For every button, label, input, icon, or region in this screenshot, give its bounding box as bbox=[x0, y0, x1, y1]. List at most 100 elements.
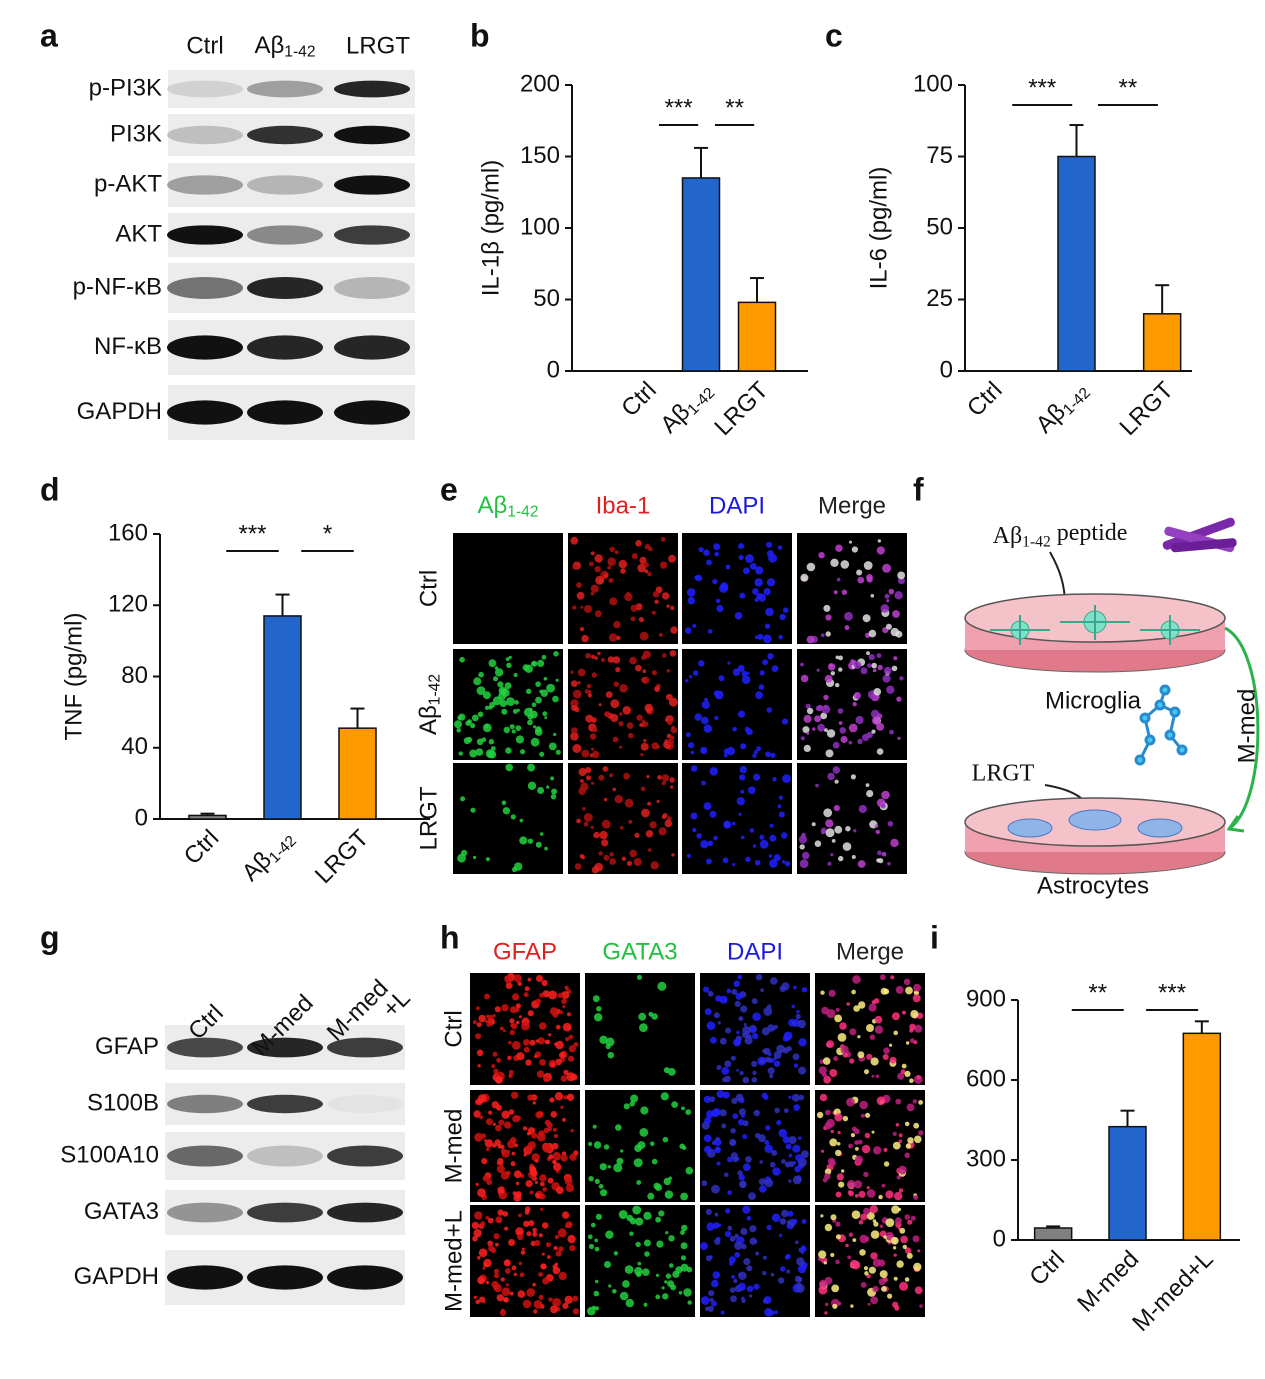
cell-signal bbox=[532, 1231, 538, 1237]
cell-signal bbox=[734, 1241, 743, 1250]
cell-signal bbox=[894, 1217, 902, 1225]
cell-signal bbox=[902, 1244, 907, 1250]
cell-signal bbox=[576, 818, 581, 824]
cell-signal bbox=[701, 700, 710, 709]
cell-signal bbox=[610, 699, 620, 709]
blot-band bbox=[334, 335, 410, 360]
cell-signal bbox=[752, 1070, 757, 1076]
cell-signal bbox=[849, 1028, 857, 1036]
cell-signal bbox=[655, 1216, 661, 1223]
cell-signal bbox=[539, 832, 544, 836]
cell-signal bbox=[477, 711, 484, 718]
cell-signal bbox=[755, 566, 764, 575]
cell-signal bbox=[710, 1036, 717, 1044]
column-header: Merge bbox=[818, 492, 886, 519]
y-tick-label: 0 bbox=[940, 356, 953, 383]
cell-signal bbox=[904, 1247, 912, 1254]
cell-signal bbox=[572, 605, 577, 610]
cell-signal bbox=[738, 543, 745, 550]
cell-signal bbox=[515, 1181, 520, 1186]
cell-signal bbox=[600, 658, 605, 662]
cell-signal bbox=[598, 1184, 604, 1189]
cell-signal bbox=[511, 1265, 517, 1271]
cell-signal bbox=[504, 1226, 509, 1231]
cell-signal bbox=[590, 591, 595, 596]
cell-signal bbox=[824, 1168, 832, 1175]
cell-signal bbox=[700, 840, 709, 849]
cell-signal bbox=[781, 1159, 786, 1164]
cell-signal bbox=[749, 828, 755, 833]
cell-signal bbox=[876, 722, 885, 731]
cell-signal bbox=[637, 1141, 646, 1150]
cell-signal bbox=[508, 1109, 515, 1115]
cell-signal bbox=[488, 1110, 493, 1115]
cell-signal bbox=[538, 1272, 543, 1277]
y-tick-label: 80 bbox=[121, 662, 148, 689]
cell-signal bbox=[904, 1121, 910, 1127]
cell-signal bbox=[711, 1300, 717, 1307]
cell-signal bbox=[666, 604, 670, 608]
cell-signal bbox=[594, 1178, 600, 1184]
cell-signal bbox=[736, 1030, 740, 1035]
cell-signal bbox=[565, 1183, 575, 1193]
cell-signal bbox=[473, 1229, 482, 1238]
cell-signal bbox=[781, 1209, 789, 1218]
column-header: GFAP bbox=[493, 938, 557, 965]
cell-signal bbox=[796, 1010, 800, 1014]
cell-signal bbox=[565, 1037, 570, 1042]
cell-signal bbox=[495, 1242, 499, 1247]
cell-signal bbox=[687, 596, 696, 605]
cell-signal bbox=[474, 1132, 483, 1142]
cell-signal bbox=[916, 1075, 921, 1080]
blot-band bbox=[334, 400, 410, 425]
cell-signal bbox=[913, 1122, 920, 1129]
cell-signal bbox=[669, 1263, 674, 1268]
cell-signal bbox=[778, 1128, 788, 1138]
cell-signal bbox=[502, 807, 511, 815]
significance-label: *** bbox=[665, 94, 693, 121]
cell-signal bbox=[672, 1270, 680, 1278]
cell-signal bbox=[494, 668, 504, 677]
cell-signal bbox=[730, 1152, 738, 1160]
cell-signal bbox=[864, 1236, 870, 1242]
cell-signal bbox=[777, 545, 783, 550]
cell-signal bbox=[851, 989, 856, 995]
cell-signal bbox=[686, 588, 696, 597]
cell-signal bbox=[469, 749, 478, 758]
cell-signal bbox=[630, 616, 636, 622]
cell-signal bbox=[624, 1265, 634, 1274]
cell-signal bbox=[872, 1258, 882, 1268]
cell-signal bbox=[752, 1012, 761, 1021]
cell-signal bbox=[853, 829, 857, 833]
significance-label: * bbox=[323, 520, 332, 547]
cell-signal bbox=[897, 736, 901, 740]
cell-signal bbox=[857, 1051, 865, 1059]
cell-signal bbox=[895, 985, 904, 994]
cell-signal bbox=[801, 1150, 809, 1158]
cell-signal bbox=[781, 982, 790, 991]
cell-signal bbox=[759, 839, 769, 849]
cell-signal bbox=[572, 1308, 580, 1315]
cell-signal bbox=[817, 723, 825, 732]
cell-signal bbox=[524, 986, 530, 992]
cell-signal bbox=[849, 1232, 854, 1237]
cell-signal bbox=[863, 561, 873, 570]
cell-signal bbox=[759, 1160, 763, 1164]
cell-signal bbox=[667, 1068, 676, 1076]
cell-signal bbox=[792, 1053, 800, 1061]
y-tick-label: 900 bbox=[966, 985, 1006, 1012]
blot-band bbox=[247, 1265, 323, 1290]
cell-signal bbox=[683, 1288, 692, 1297]
blot-band bbox=[334, 277, 410, 299]
cell-signal bbox=[886, 685, 895, 694]
micrograph bbox=[797, 763, 907, 874]
cell-signal bbox=[585, 714, 594, 723]
cell-signal bbox=[753, 750, 758, 755]
cell-signal bbox=[644, 569, 649, 574]
cell-signal bbox=[612, 656, 621, 664]
cell-signal bbox=[564, 1177, 573, 1186]
y-tick-label: 600 bbox=[966, 1065, 1006, 1092]
cell-signal bbox=[782, 1136, 790, 1144]
cell-signal bbox=[734, 1233, 739, 1239]
cell-signal bbox=[555, 678, 559, 682]
